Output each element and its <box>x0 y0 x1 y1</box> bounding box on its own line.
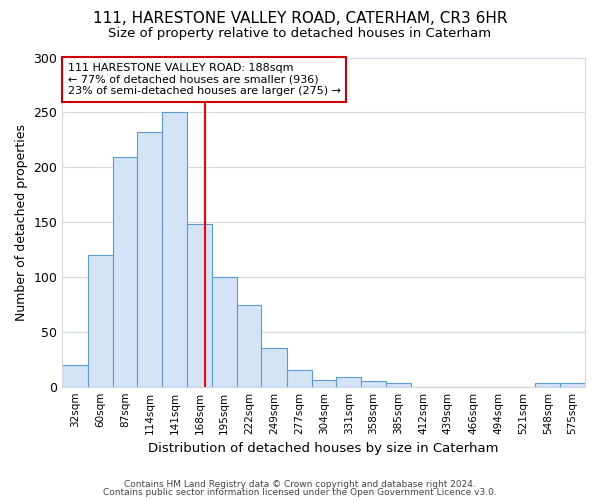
Bar <box>212 277 236 386</box>
Bar <box>88 255 113 386</box>
X-axis label: Distribution of detached houses by size in Caterham: Distribution of detached houses by size … <box>148 442 499 455</box>
Bar <box>236 306 261 386</box>
Text: Size of property relative to detached houses in Caterham: Size of property relative to detached ho… <box>109 28 491 40</box>
Text: 111 HARESTONE VALLEY ROAD: 188sqm
← 77% of detached houses are smaller (936)
23%: 111 HARESTONE VALLEY ROAD: 188sqm ← 77% … <box>68 63 341 96</box>
Text: Contains public sector information licensed under the Open Government Licence v3: Contains public sector information licen… <box>103 488 497 497</box>
Bar <box>386 384 411 386</box>
Bar <box>187 224 212 386</box>
Bar <box>560 384 585 386</box>
Bar <box>312 380 337 386</box>
Bar <box>113 158 137 386</box>
Bar <box>62 364 88 386</box>
Text: 111, HARESTONE VALLEY ROAD, CATERHAM, CR3 6HR: 111, HARESTONE VALLEY ROAD, CATERHAM, CR… <box>93 11 507 26</box>
Bar <box>162 112 187 386</box>
Bar <box>137 132 162 386</box>
Bar <box>287 370 312 386</box>
Bar <box>337 377 361 386</box>
Text: Contains HM Land Registry data © Crown copyright and database right 2024.: Contains HM Land Registry data © Crown c… <box>124 480 476 489</box>
Y-axis label: Number of detached properties: Number of detached properties <box>15 124 28 320</box>
Bar <box>535 384 560 386</box>
Bar <box>361 381 386 386</box>
Bar <box>261 348 287 387</box>
